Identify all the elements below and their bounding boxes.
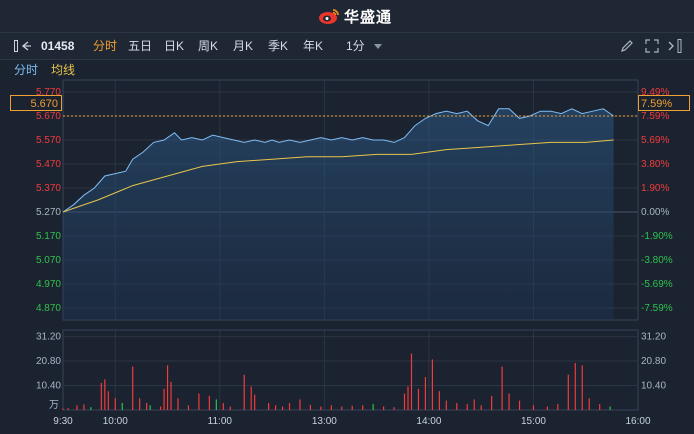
price-tick-label: 5.670 — [36, 111, 61, 122]
time-tick-label: 9:30 — [53, 416, 73, 427]
tab-daily-k[interactable]: 日K — [164, 39, 185, 53]
avg-line — [62, 139, 614, 213]
indicator-tabs: 分时 均线 — [0, 60, 694, 80]
time-tick-label: 16:00 — [625, 416, 650, 427]
time-tick-label: 11:00 — [208, 416, 233, 427]
pct-tick-label: -7.59% — [641, 303, 673, 314]
time-tick-label: 13:00 — [312, 416, 337, 427]
weibo-logo-icon — [319, 9, 339, 24]
indicator-avg-line[interactable]: 均线 — [51, 63, 76, 77]
price-tick-label: 5.570 — [36, 135, 61, 146]
app-header: 华盛通 — [0, 0, 694, 33]
price-tick-label: 5.070 — [36, 255, 61, 266]
price-tick-label: 5.370 — [36, 183, 61, 194]
time-tick-label: 10:00 — [103, 416, 128, 427]
price-tick-label: 5.270 — [36, 207, 61, 218]
volume-tick-label: 10.40 — [36, 381, 61, 392]
pct-tick-label: 5.69% — [641, 135, 669, 146]
interval-label: 1分 — [346, 39, 365, 53]
price-panel — [63, 80, 638, 320]
pct-tick-label: 7.59% — [641, 111, 669, 122]
price-line — [62, 108, 614, 213]
volume-panel-frame — [62, 329, 639, 411]
pct-tick-label: -3.80% — [641, 255, 673, 266]
current-change-tag: 7.59% — [638, 95, 690, 111]
tab-weekly-k[interactable]: 周K — [198, 39, 219, 53]
pct-tick-label: -5.69% — [641, 279, 673, 290]
price-panel-frame — [62, 79, 639, 321]
volume-panel — [63, 330, 638, 410]
tab-five-day[interactable]: 五日 — [128, 39, 153, 53]
tab-monthly-k[interactable]: 月K — [233, 39, 254, 53]
brand-name: 华盛通 — [344, 8, 393, 26]
pct-tick-label: 3.80% — [641, 159, 669, 170]
brand-logo: 华盛通 — [318, 6, 392, 26]
volume-tick-label: 20.80 — [36, 356, 61, 367]
stock-code: 01458 — [41, 39, 75, 53]
time-tick-label: 14:00 — [416, 416, 441, 427]
tab-yearly-k[interactable]: 年K — [303, 39, 324, 53]
time-tick-label: 15:00 — [521, 416, 546, 427]
indicator-timeshare[interactable]: 分时 — [14, 63, 39, 77]
tab-timeshare[interactable]: 分时 — [93, 39, 118, 53]
volume-tick-label-right: 31.20 — [641, 332, 666, 343]
pct-tick-label: 1.90% — [641, 183, 669, 194]
draw-pen-icon[interactable] — [620, 39, 634, 53]
current-price-tag: 5.670 — [10, 95, 62, 111]
interval-select[interactable]: 1分 — [346, 33, 383, 59]
collapse-sidebar-icon[interactable] — [14, 40, 32, 52]
expand-panel-icon[interactable] — [667, 39, 683, 53]
volume-tick-label-right: 20.80 — [641, 356, 666, 367]
pct-tick-label: 0.00% — [641, 207, 669, 218]
price-tick-label: 5.170 — [36, 231, 61, 242]
price-tick-label: 4.870 — [36, 303, 61, 314]
chevron-down-icon — [374, 44, 383, 50]
volume-tick-label: 31.20 — [36, 332, 61, 343]
price-tick-label: 5.470 — [36, 159, 61, 170]
fullscreen-icon[interactable] — [645, 39, 659, 53]
volume-unit-label: 万 — [49, 400, 59, 411]
pct-tick-label: -1.90% — [641, 231, 673, 242]
volume-tick-label-right: 10.40 — [641, 381, 666, 392]
price-area — [63, 108, 614, 320]
tab-quarterly-k[interactable]: 季K — [268, 39, 289, 53]
chart-toolbar: 01458 分时 五日 日K 周K 月K 季K 年K 1分 — [0, 33, 694, 60]
price-tick-label: 4.970 — [36, 279, 61, 290]
